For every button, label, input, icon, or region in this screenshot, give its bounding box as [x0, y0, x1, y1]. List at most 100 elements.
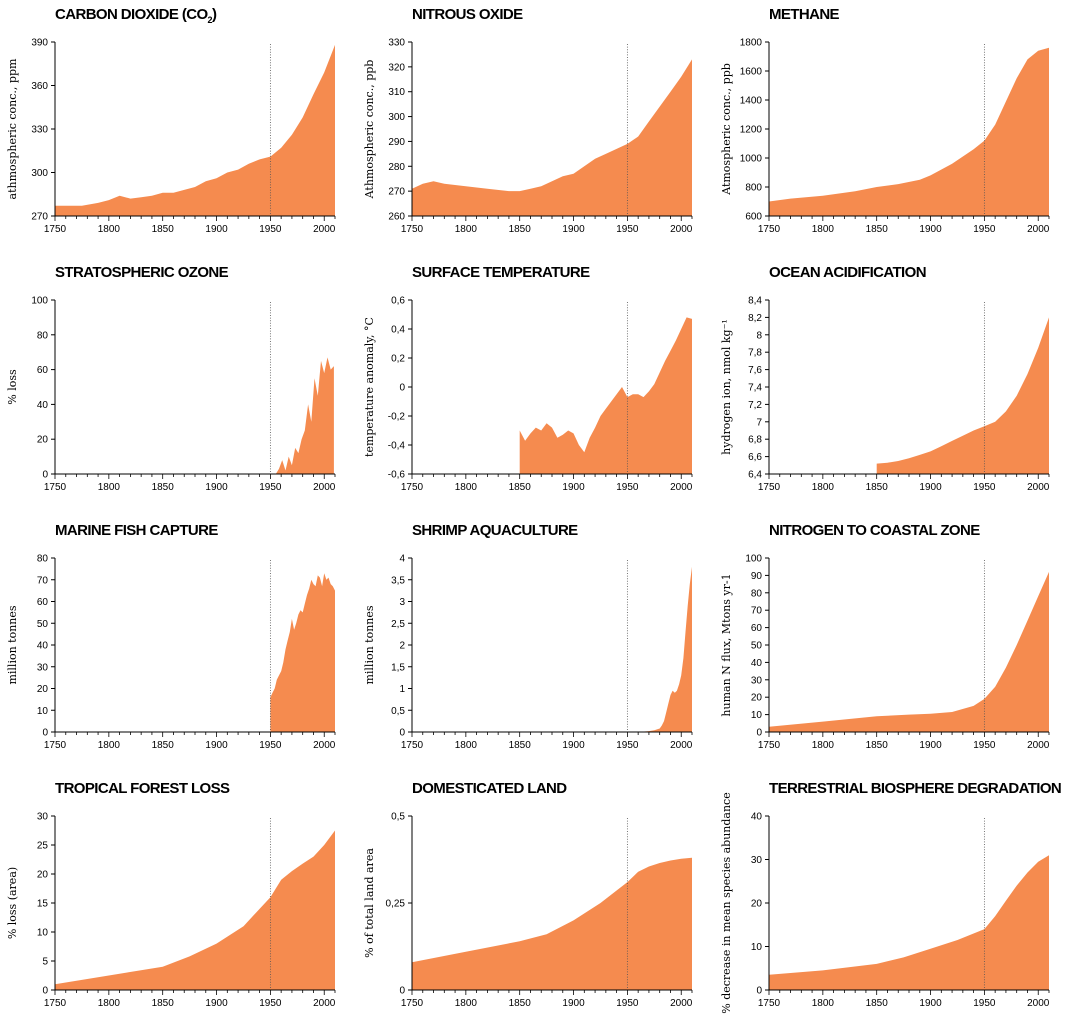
x-tick-label: 1750 [401, 740, 424, 751]
x-tick-label: 1900 [205, 740, 228, 751]
chart-svg: 0 0,5 1 1,5 2 2,5 3 3,5 4 1750 1800 1850 1900 1950 200… [363, 554, 693, 752]
y-tick-label: 0,5 [391, 706, 405, 717]
y-tick-label: 8 [756, 330, 762, 341]
y-tick-label: 330 [388, 38, 405, 49]
y-tick-label: 6,4 [748, 470, 762, 481]
y-axis-title: hydrogen ion, nmol kg⁻¹ [720, 319, 733, 455]
y-tick-label: 0 [42, 470, 48, 481]
y-tick-label: -0,6 [388, 470, 406, 481]
y-axis-title: % decrease in mean species abundance [720, 792, 733, 1013]
x-tick-label: 1800 [812, 224, 835, 235]
x-tick-label: 2000 [1027, 998, 1050, 1009]
y-axis-title: million tonnes [6, 605, 19, 684]
x-tick-label: 1950 [973, 482, 996, 493]
y-tick-label: 6,8 [748, 435, 762, 446]
x-tick-label: 1900 [562, 740, 585, 751]
chart-svg: 270 300 330 360 390 1750 1800 1850 1900 1950 2000 a… [6, 38, 336, 236]
y-tick-label: 10 [751, 710, 763, 721]
chart-title: SURFACE TEMPERATURE [412, 264, 590, 281]
x-tick-label: 1900 [205, 224, 228, 235]
y-tick-label: 800 [745, 183, 762, 194]
x-tick-label: 1800 [455, 224, 478, 235]
y-tick-label: 0 [42, 728, 48, 739]
x-tick-label: 1750 [401, 998, 424, 1009]
series-area [412, 59, 692, 217]
chart-title-text: NITROGEN TO COASTAL ZONE [769, 522, 980, 539]
chart-panel: OCEAN ACIDIFICATION 6,4 6,6 6,8 7 7,2 7,4 7,6 7,… [714, 258, 1071, 516]
y-tick-label: 0,5 [391, 812, 405, 823]
y-tick-label: 0 [756, 728, 762, 739]
chart-svg: 6,4 6,6 6,8 7 7,2 7,4 7,6 7,8 8 8,2 8,4 1750 1800 185… [720, 296, 1050, 494]
y-tick-label: 3 [399, 597, 405, 608]
y-tick-label: 5 [42, 957, 48, 968]
x-tick-label: 2000 [670, 224, 693, 235]
y-tick-label: 80 [37, 330, 49, 341]
series-area [519, 317, 692, 474]
x-tick-label: 1750 [758, 998, 781, 1009]
y-tick-label: 4 [399, 554, 405, 565]
chart-title: NITROUS OXIDE [412, 6, 523, 23]
chart-panel: TERRESTRIAL BIOSPHERE DEGRADATION 0 10 20 30… [714, 774, 1071, 1032]
chart-title: OCEAN ACIDIFICATION [769, 264, 927, 281]
x-tick-label: 1950 [616, 740, 639, 751]
x-tick-label: 1950 [259, 482, 282, 493]
y-tick-label: 2 [399, 641, 405, 652]
y-tick-label: 0,4 [391, 325, 405, 336]
chart-title-text: CARBON DIOXIDE (CO [55, 6, 208, 23]
chart-title-text: OCEAN ACIDIFICATION [769, 264, 927, 281]
series-area [270, 573, 335, 732]
chart-title: NITROGEN TO COASTAL ZONE [769, 522, 980, 539]
x-tick-label: 1850 [509, 482, 532, 493]
x-tick-label: 2000 [670, 740, 693, 751]
y-axis-title: % loss [6, 369, 19, 405]
y-tick-label: 7,6 [748, 365, 762, 376]
y-tick-label: 20 [751, 693, 763, 704]
y-tick-label: 600 [745, 212, 762, 223]
y-tick-label: -0,2 [388, 412, 406, 423]
x-tick-label: 2000 [313, 740, 336, 751]
x-tick-label: 1850 [152, 740, 175, 751]
series-area [876, 317, 1049, 474]
y-tick-label: 390 [31, 38, 48, 49]
chart-title-text: TERRESTRIAL BIOSPHERE DEGRADATION [769, 780, 1062, 797]
y-tick-label: 90 [751, 571, 763, 582]
y-tick-label: 0 [399, 383, 405, 394]
x-tick-label: 2000 [313, 482, 336, 493]
x-tick-label: 1750 [44, 740, 67, 751]
series-area [412, 857, 692, 990]
y-tick-label: 60 [37, 597, 49, 608]
chart-title-text: TROPICAL FOREST LOSS [55, 780, 230, 797]
x-tick-label: 1900 [562, 224, 585, 235]
chart-panel: DOMESTICATED LAND 0 0,25 0,5 1750 1800 1850 190… [357, 774, 714, 1032]
chart-title-text: DOMESTICATED LAND [412, 780, 567, 797]
x-tick-label: 2000 [670, 998, 693, 1009]
x-tick-label: 1850 [866, 740, 889, 751]
x-tick-label: 1950 [259, 998, 282, 1009]
chart-panel: METHANE 600 800 1000 1200 1400 1600 1800 1750 180… [714, 0, 1071, 258]
y-tick-label: 1 [399, 684, 405, 695]
chart-title-text: MARINE FISH CAPTURE [55, 522, 218, 539]
y-tick-label: -0,4 [388, 441, 406, 452]
x-tick-label: 1850 [509, 998, 532, 1009]
chart-title-text: NITROUS OXIDE [412, 6, 523, 23]
y-tick-label: 20 [37, 684, 49, 695]
chart-title: STRATOSPHERIC OZONE [55, 264, 229, 281]
chart-title-subscript: 2 [207, 15, 213, 25]
chart-svg: -0,6 -0,4 -0,2 0 0,2 0,4 0,6 1750 1800 1850 1900 19… [363, 296, 693, 494]
y-tick-label: 1600 [740, 67, 763, 78]
y-axis-title: million tonnes [363, 605, 376, 684]
chart-svg: 0 10 20 30 40 50 60 70 80 1750 1800 1850 1900 1950 200… [6, 554, 336, 752]
y-tick-label: 0,2 [391, 354, 405, 365]
y-tick-label: 300 [31, 168, 48, 179]
y-tick-label: 40 [751, 658, 763, 669]
y-tick-label: 8,2 [748, 313, 762, 324]
x-tick-label: 2000 [313, 224, 336, 235]
y-tick-label: 20 [37, 435, 49, 446]
y-tick-label: 20 [37, 870, 49, 881]
x-tick-label: 1950 [973, 224, 996, 235]
y-tick-label: 10 [37, 706, 49, 717]
chart-panel: STRATOSPHERIC OZONE 0 20 40 60 80 100 1750 1800 1… [0, 258, 357, 516]
series-area [769, 47, 1049, 216]
y-tick-label: 320 [388, 62, 405, 73]
